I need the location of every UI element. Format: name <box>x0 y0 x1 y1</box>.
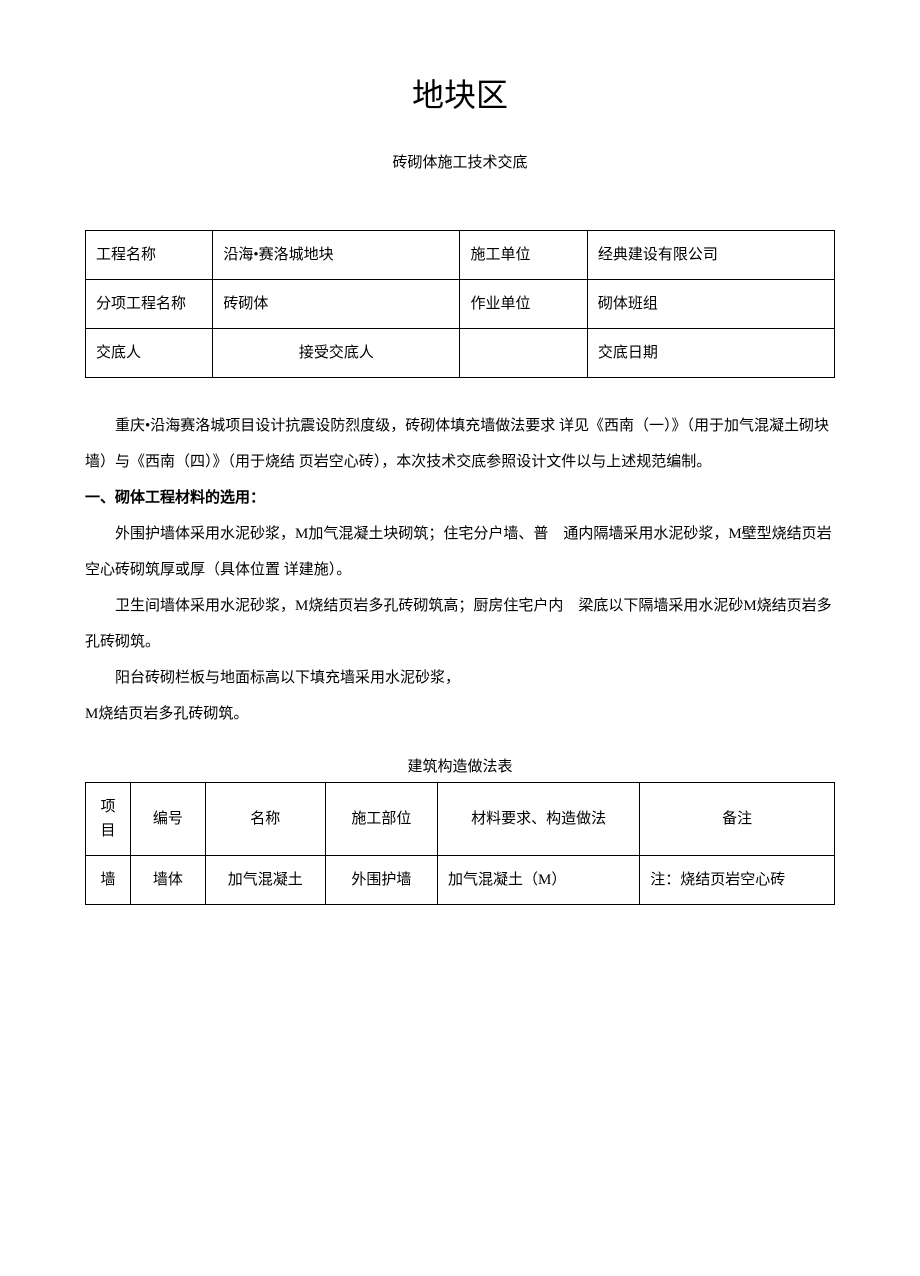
intro-paragraph: 重庆•沿海赛洛城项目设计抗震设防烈度级，砖砌体填充墙做法要求 详见《西南（一）》… <box>85 408 835 480</box>
cell-location: 外围护墙 <box>325 856 437 905</box>
table-header-row: 项目 编号 名称 施工部位 材料要求、构造做法 备注 <box>86 783 835 856</box>
col-header-project: 项目 <box>86 783 131 856</box>
cell-number: 墙体 <box>130 856 205 905</box>
construction-method-table: 项目 编号 名称 施工部位 材料要求、构造做法 备注 墙 墙体 加气混凝土 外围… <box>85 782 835 905</box>
label-date: 交底日期 <box>587 329 834 378</box>
cell-material: 加气混凝土（M） <box>438 856 640 905</box>
label-construction-unit: 施工单位 <box>460 231 587 280</box>
body-text: 重庆•沿海赛洛城项目设计抗震设防烈度级，砖砌体填充墙做法要求 详见《西南（一）》… <box>85 408 835 732</box>
info-table: 工程名称 沿海•赛洛城地块 施工单位 经典建设有限公司 分项工程名称 砖砌体 作… <box>85 230 835 378</box>
table-row: 分项工程名称 砖砌体 作业单位 砌体班组 <box>86 280 835 329</box>
table-row: 交底人 接受交底人 交底日期 <box>86 329 835 378</box>
value-operation-unit: 砌体班组 <box>587 280 834 329</box>
label-submitter: 交底人 <box>86 329 213 378</box>
col-header-number: 编号 <box>130 783 205 856</box>
value-subproject-name: 砖砌体 <box>213 280 460 329</box>
paragraph: 阳台砖砌栏板与地面标高以下填充墙采用水泥砂浆， <box>85 660 835 696</box>
col-header-name: 名称 <box>205 783 325 856</box>
page-title: 地块区 <box>85 70 835 121</box>
value-construction-unit: 经典建设有限公司 <box>587 231 834 280</box>
cell-name: 加气混凝土 <box>205 856 325 905</box>
label-subproject-name: 分项工程名称 <box>86 280 213 329</box>
cell-project: 墙 <box>86 856 131 905</box>
col-header-material: 材料要求、构造做法 <box>438 783 640 856</box>
label-project-name: 工程名称 <box>86 231 213 280</box>
empty-cell <box>460 329 587 378</box>
col-header-location: 施工部位 <box>325 783 437 856</box>
label-receiver: 接受交底人 <box>213 329 460 378</box>
cell-note: 注：烧结页岩空心砖 <box>640 856 835 905</box>
value-project-name: 沿海•赛洛城地块 <box>213 231 460 280</box>
table2-caption: 建筑构造做法表 <box>85 752 835 782</box>
table-row: 工程名称 沿海•赛洛城地块 施工单位 经典建设有限公司 <box>86 231 835 280</box>
page-subtitle: 砖砌体施工技术交底 <box>85 151 835 175</box>
section-heading-1: 一、砌体工程材料的选用： <box>85 480 835 516</box>
label-operation-unit: 作业单位 <box>460 280 587 329</box>
paragraph: M烧结页岩多孔砖砌筑。 <box>85 696 835 732</box>
table-row: 墙 墙体 加气混凝土 外围护墙 加气混凝土（M） 注：烧结页岩空心砖 <box>86 856 835 905</box>
col-header-note: 备注 <box>640 783 835 856</box>
paragraph: 卫生间墙体采用水泥砂浆，M烧结页岩多孔砖砌筑高；厨房住宅户内 梁底以下隔墙采用水… <box>85 588 835 660</box>
paragraph: 外围护墙体采用水泥砂浆，M加气混凝土块砌筑；住宅分户墙、普 通内隔墙采用水泥砂浆… <box>85 516 835 588</box>
